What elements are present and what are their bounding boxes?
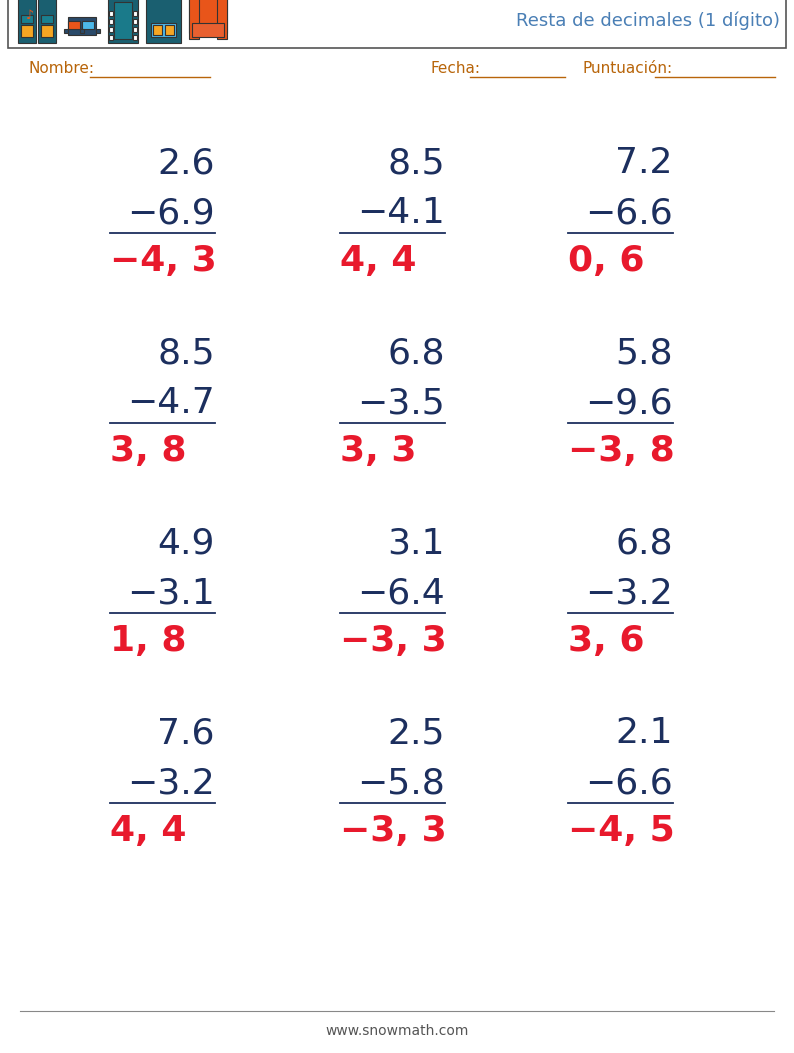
Text: −4, 5: −4, 5 <box>568 814 675 848</box>
Bar <box>21 15 33 23</box>
Bar <box>109 35 113 40</box>
Text: 8.5: 8.5 <box>157 336 215 370</box>
FancyBboxPatch shape <box>8 0 786 48</box>
Text: 3.1: 3.1 <box>387 526 445 560</box>
Text: −5.8: −5.8 <box>357 766 445 800</box>
Bar <box>108 0 138 43</box>
Bar <box>192 23 224 37</box>
Text: 2.1: 2.1 <box>615 716 673 750</box>
Text: −3, 3: −3, 3 <box>340 814 447 848</box>
Text: 8.5: 8.5 <box>387 146 445 180</box>
Text: 7.6: 7.6 <box>157 716 215 750</box>
Bar <box>109 19 113 24</box>
Text: −6.4: −6.4 <box>357 576 445 610</box>
Text: −3.5: −3.5 <box>357 386 445 420</box>
Bar <box>133 27 137 32</box>
Bar <box>41 25 53 37</box>
Bar <box>189 0 227 33</box>
Bar <box>82 21 94 29</box>
Text: www.snowmath.com: www.snowmath.com <box>326 1024 468 1038</box>
Text: 3, 6: 3, 6 <box>568 624 645 658</box>
Bar <box>165 25 174 35</box>
Bar <box>146 0 181 43</box>
Bar <box>18 0 36 43</box>
Text: 0, 6: 0, 6 <box>568 244 645 278</box>
Text: −6.6: −6.6 <box>585 766 673 800</box>
Text: −4.1: −4.1 <box>357 196 445 230</box>
Text: −6.6: −6.6 <box>585 196 673 230</box>
Bar <box>217 0 227 39</box>
Text: Puntuación:: Puntuación: <box>582 61 673 76</box>
Text: ♪: ♪ <box>26 9 34 22</box>
Text: −3.2: −3.2 <box>127 766 215 800</box>
Text: 6.8: 6.8 <box>387 336 445 370</box>
Bar <box>21 25 33 37</box>
Text: −3.1: −3.1 <box>127 576 215 610</box>
Text: 5.8: 5.8 <box>615 336 673 370</box>
Text: 2.6: 2.6 <box>157 146 215 180</box>
Text: 1, 8: 1, 8 <box>110 624 187 658</box>
Text: −4.7: −4.7 <box>127 386 215 420</box>
Text: Fecha:: Fecha: <box>430 61 480 76</box>
Bar <box>80 29 84 33</box>
Text: 3, 8: 3, 8 <box>110 434 187 468</box>
Text: −3, 3: −3, 3 <box>340 624 447 658</box>
Text: 2.5: 2.5 <box>387 716 445 750</box>
Text: Resta de decimales (1 dígito): Resta de decimales (1 dígito) <box>516 12 780 29</box>
Bar <box>41 15 53 23</box>
Text: −3, 8: −3, 8 <box>568 434 675 468</box>
Text: −4, 3: −4, 3 <box>110 244 217 278</box>
Text: 7.2: 7.2 <box>615 146 673 180</box>
Bar <box>153 25 162 35</box>
Text: 3, 3: 3, 3 <box>340 434 417 468</box>
Text: 4.9: 4.9 <box>158 526 215 560</box>
Bar <box>114 2 132 39</box>
Bar <box>133 11 137 16</box>
Bar <box>109 11 113 16</box>
Bar <box>38 0 56 43</box>
Bar <box>133 19 137 24</box>
Text: −9.6: −9.6 <box>585 386 673 420</box>
Bar <box>68 17 96 35</box>
Bar <box>64 29 68 33</box>
Text: −6.9: −6.9 <box>127 196 215 230</box>
Bar <box>189 0 199 39</box>
Bar <box>133 35 137 40</box>
Text: −3.2: −3.2 <box>585 576 673 610</box>
Text: Nombre:: Nombre: <box>28 61 94 76</box>
Text: 6.8: 6.8 <box>615 526 673 560</box>
Bar <box>68 21 80 29</box>
Text: 4, 4: 4, 4 <box>340 244 417 278</box>
Bar <box>109 27 113 32</box>
Text: 4, 4: 4, 4 <box>110 814 187 848</box>
Bar <box>96 29 100 33</box>
Bar <box>151 23 176 37</box>
